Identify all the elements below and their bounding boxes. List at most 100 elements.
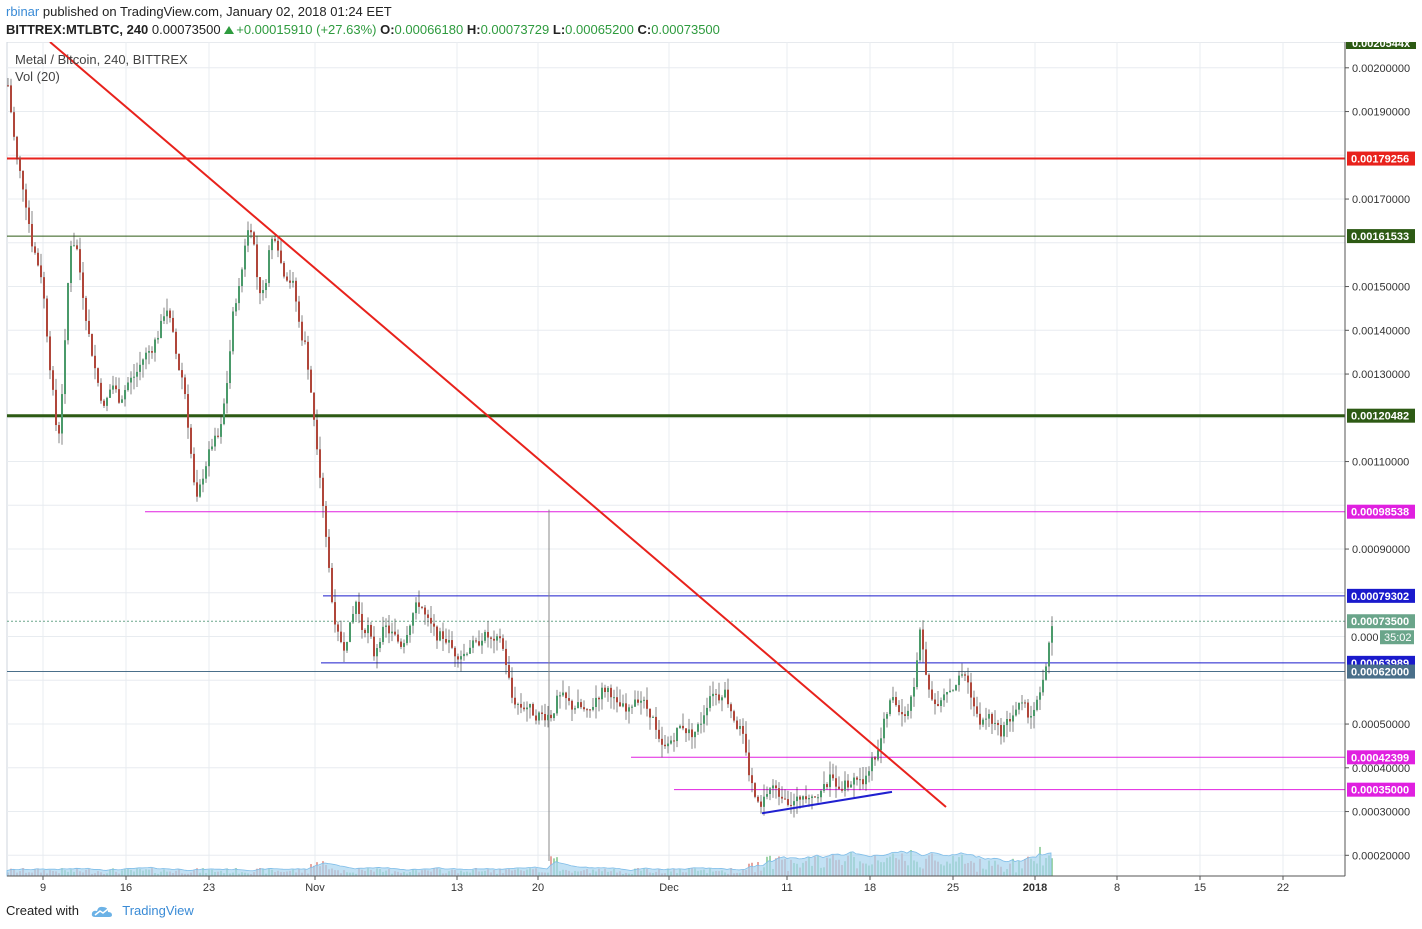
horizontal-lines xyxy=(7,157,1345,791)
candle-down xyxy=(565,692,567,699)
candle-down xyxy=(1027,702,1029,718)
price-tick-label: 0.00200000 xyxy=(1352,63,1410,75)
candle-up xyxy=(448,640,450,643)
candle-up xyxy=(853,777,855,785)
volume-ma-area xyxy=(6,850,1052,877)
candle-up xyxy=(148,351,150,353)
candle-down xyxy=(511,677,513,698)
candle-down xyxy=(193,453,195,483)
candle-up xyxy=(763,796,765,807)
candle-down xyxy=(901,712,903,715)
candle-up xyxy=(205,466,207,479)
candle-down xyxy=(58,425,60,434)
candle-up xyxy=(412,613,414,626)
candle-down xyxy=(13,112,15,137)
candle-down xyxy=(523,707,525,710)
candle-down xyxy=(274,238,276,241)
tradingview-cloud-icon xyxy=(91,906,112,917)
candle-down xyxy=(424,607,426,615)
candle-down xyxy=(94,355,96,369)
price-tick-label: 0.00110000 xyxy=(1352,457,1409,469)
candle-down xyxy=(331,567,333,603)
candle-down xyxy=(361,613,363,630)
candle-up xyxy=(889,700,891,715)
candle-down xyxy=(550,714,552,719)
price-tick-label: 0.00190000 xyxy=(1352,107,1410,119)
close-label: C: xyxy=(637,22,652,37)
candle-up xyxy=(952,690,954,692)
candle-up xyxy=(1015,709,1017,716)
candle-down xyxy=(118,389,120,403)
top-price-badge-text: 0.0020544x xyxy=(1352,42,1411,50)
price-label-badge xyxy=(1347,750,1415,765)
volume-bar xyxy=(1051,858,1053,876)
candle-up xyxy=(70,245,72,284)
candle-down xyxy=(250,230,252,233)
candle-down xyxy=(316,419,318,450)
up-arrow-icon xyxy=(224,26,235,34)
candle-down xyxy=(835,778,837,787)
candle-up xyxy=(496,636,498,641)
price-axis[interactable]: 0.00200000 0.00190000 0.00170000 0.00150000… xyxy=(1345,42,1416,862)
candle-down xyxy=(1024,702,1026,704)
candle-up xyxy=(460,656,462,660)
candle-up xyxy=(409,625,411,636)
candle-down xyxy=(508,665,510,678)
candle-down xyxy=(259,277,261,294)
candle-down xyxy=(115,385,117,390)
candle-up xyxy=(1018,702,1020,710)
candle-up xyxy=(796,796,798,802)
candle-up xyxy=(652,716,654,718)
candle-down xyxy=(373,636,375,657)
author-link[interactable]: rbinar xyxy=(6,4,40,19)
uptrend-line xyxy=(761,790,893,815)
candle-down xyxy=(715,693,717,695)
legend-volume: Vol (20) xyxy=(15,69,60,84)
change-text: +0.00015910 (+27.63%) xyxy=(236,22,377,37)
candle-down xyxy=(364,629,366,634)
candle-down xyxy=(799,796,801,800)
price-tick-label: 0.00150000 xyxy=(1352,282,1410,294)
candle-up xyxy=(883,718,885,739)
candle-up xyxy=(235,303,237,312)
candle-down xyxy=(289,280,291,283)
candle-up xyxy=(700,723,702,725)
open-value: 0.00066180 xyxy=(394,22,464,37)
price-label-text: 0.00098538 xyxy=(1351,507,1409,519)
candle-down xyxy=(661,738,663,745)
price-chart[interactable]: 0.00200000 0.00190000 0.00170000 0.00150000… xyxy=(0,42,1422,900)
candle-up xyxy=(352,613,354,623)
candle-down xyxy=(937,704,939,706)
candle-up xyxy=(823,784,825,791)
time-axis[interactable]: 9 16 23 Nov 13 20 Dec 11 18 25 2018 8 15 22 xyxy=(40,876,1289,894)
candle-down xyxy=(904,714,906,717)
candle-up xyxy=(472,640,474,648)
candle-down xyxy=(400,641,402,647)
countdown-price-text: 0.000 xyxy=(1351,632,1379,644)
candle-down xyxy=(253,232,255,245)
candle-up xyxy=(73,245,75,247)
candle-down xyxy=(394,631,396,635)
candle-up xyxy=(919,629,921,661)
candle-up xyxy=(640,700,642,703)
tradingview-link[interactable]: TradingView xyxy=(122,903,194,918)
price-label-text: 0.00120482 xyxy=(1351,411,1409,423)
time-tick-label: 25 xyxy=(947,882,959,894)
candle-down xyxy=(313,392,315,420)
candle-down xyxy=(727,689,729,705)
candle-down xyxy=(646,699,648,709)
candle-down xyxy=(991,713,993,724)
candle-down xyxy=(40,265,42,278)
low-label: L: xyxy=(552,22,566,37)
candle-down xyxy=(589,709,591,711)
candle-down xyxy=(310,369,312,393)
candle-down xyxy=(298,301,300,322)
candle-up xyxy=(244,245,246,270)
candle-up xyxy=(559,695,561,697)
candle-up xyxy=(268,250,270,284)
candle-up xyxy=(136,371,138,377)
change-value: +0.00015910 (+27.63%) xyxy=(224,22,376,37)
candle-up xyxy=(913,687,915,697)
candle-down xyxy=(964,674,966,676)
candle-down xyxy=(973,697,975,707)
